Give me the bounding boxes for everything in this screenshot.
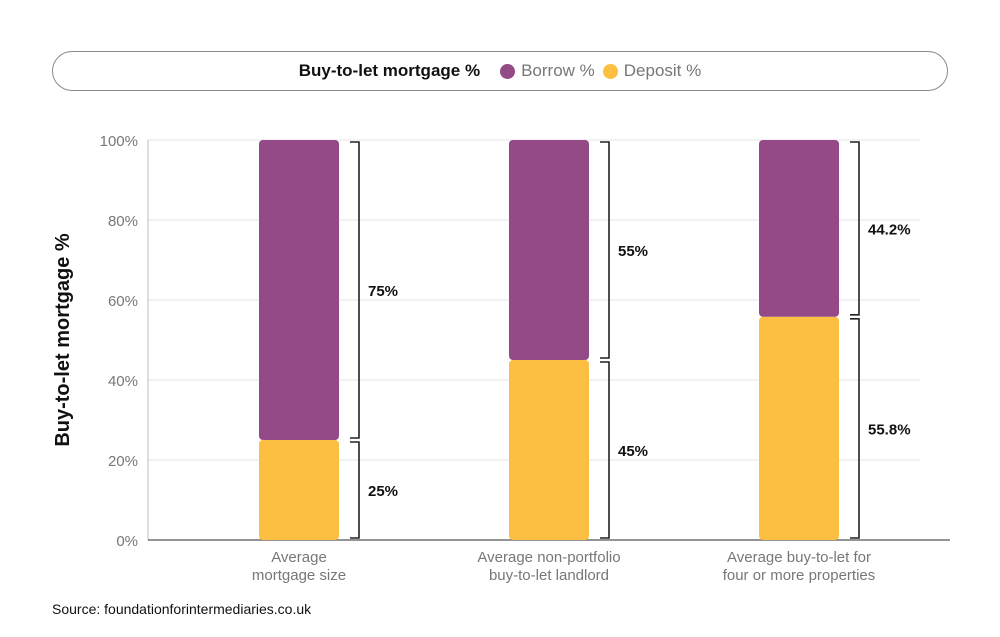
y-tick-label-100: 100%	[100, 133, 138, 150]
legend-swatch-borrow	[500, 63, 516, 79]
legend-label-borrow: Borrow %	[521, 61, 595, 80]
x-tick-label-1-line-1: Average	[271, 549, 327, 566]
data-label-borrow-1: 75%	[368, 283, 398, 300]
legend-item-deposit: Deposit %	[602, 61, 702, 81]
bar-borrow-1	[259, 140, 339, 440]
bracket-deposit-1	[350, 441, 360, 539]
y-tick-label-20: 20%	[108, 453, 138, 470]
source-note: Source: foundationforintermediaries.co.u…	[52, 601, 312, 617]
bracket-borrow-1	[350, 141, 360, 439]
data-label-deposit-3: 55.8%	[868, 421, 911, 438]
legend-item-borrow: Borrow %	[500, 61, 595, 81]
data-label-deposit-2: 45%	[618, 443, 648, 460]
y-tick-label-80: 80%	[108, 213, 138, 230]
x-tick-label-2-line-1: Average non-portfolio	[477, 549, 620, 566]
bracket-deposit-2	[600, 361, 610, 539]
x-tick-label-1-line-2: mortgage size	[252, 567, 346, 584]
bar-deposit-2	[509, 360, 589, 540]
legend-label-deposit: Deposit %	[623, 61, 702, 80]
chart-legend: Buy-to-let mortgage % Borrow % Deposit %	[52, 51, 948, 91]
bar-borrow-2	[509, 140, 589, 360]
bar-borrow-3	[759, 140, 839, 317]
x-tick-label-3-line-1: Average buy-to-let for	[727, 549, 871, 566]
bracket-borrow-3	[850, 141, 860, 316]
x-tick-label-3-line-2: four or more properties	[723, 567, 876, 584]
legend-title: Buy-to-let mortgage %	[298, 61, 481, 80]
x-tick-label-2-line-2: buy-to-let landlord	[489, 567, 609, 584]
data-label-borrow-3: 44.2%	[868, 221, 911, 238]
y-tick-label-60: 60%	[108, 293, 138, 310]
y-tick-label-0: 0%	[116, 533, 138, 550]
data-label-deposit-1: 25%	[368, 483, 398, 500]
bracket-deposit-3	[850, 318, 860, 539]
bar-deposit-3	[759, 316, 839, 540]
data-label-borrow-2: 55%	[618, 243, 648, 260]
bar-deposit-1	[259, 440, 339, 540]
y-axis-title: Buy-to-let mortgage %	[52, 233, 74, 447]
y-tick-label-40: 40%	[108, 373, 138, 390]
legend-swatch-deposit	[602, 63, 618, 79]
bracket-borrow-2	[600, 141, 610, 359]
